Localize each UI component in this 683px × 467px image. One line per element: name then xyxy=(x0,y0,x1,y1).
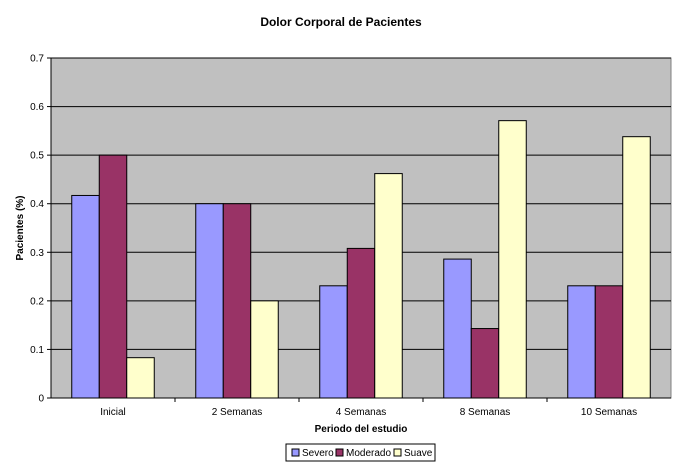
legend-label-suave: Suave xyxy=(404,448,433,459)
legend-swatch-moderado xyxy=(335,448,344,457)
x-tick-label: 10 Semanas xyxy=(581,407,637,418)
y-tick-label: 0.1 xyxy=(30,345,44,356)
legend-swatch-severo xyxy=(291,448,300,457)
y-tick-label: 0.6 xyxy=(30,102,44,113)
y-tick-label: 0.4 xyxy=(30,199,44,210)
x-axis-ticks: Inicial 2 Semanas 4 Semanas 8 Semanas 10 Sem… xyxy=(100,398,637,418)
x-tick-label: 8 Semanas xyxy=(460,407,511,418)
bars xyxy=(71,120,651,399)
y-tick-label: 0.7 xyxy=(30,54,44,65)
bar-suave-0 xyxy=(126,357,155,399)
bar-moderado-1 xyxy=(222,203,252,399)
bar-suave-3 xyxy=(498,120,527,399)
legend-swatch-suave xyxy=(393,448,402,457)
bar-moderado-2 xyxy=(346,247,376,399)
x-axis-label: Periodo del estudio xyxy=(315,424,408,435)
legend-label-moderado: Moderado xyxy=(346,448,391,459)
chart-title: Dolor Corporal de Pacientes xyxy=(260,15,422,29)
y-axis-ticks: 0 0.1 0.2 0.3 0.4 0.5 0.6 0.7 xyxy=(30,54,51,405)
bar-suave-1 xyxy=(250,300,279,399)
bar-suave-2 xyxy=(374,173,403,399)
y-tick-label: 0.2 xyxy=(30,296,44,307)
bar-moderado-4 xyxy=(594,285,624,399)
x-tick-label: 2 Semanas xyxy=(212,407,263,418)
bar-severo-4 xyxy=(567,285,596,399)
y-tick-label: 0 xyxy=(38,394,44,405)
legend-box xyxy=(285,443,436,462)
y-tick-label: 0.3 xyxy=(30,248,44,259)
bar-suave-4 xyxy=(622,136,651,399)
bar-severo-2 xyxy=(319,285,348,399)
x-tick-label: 4 Semanas xyxy=(336,407,387,418)
bar-moderado-3 xyxy=(470,328,500,399)
y-tick-label: 0.5 xyxy=(30,151,44,162)
bar-severo-0 xyxy=(71,194,100,399)
bar-severo-1 xyxy=(195,203,224,399)
bar-severo-3 xyxy=(443,258,472,399)
bar-moderado-0 xyxy=(98,154,128,399)
legend: Severo Moderado Suave xyxy=(285,443,436,462)
legend-label-severo: Severo xyxy=(302,448,334,459)
x-tick-label: Inicial xyxy=(100,407,126,418)
y-axis-label: Pacientes (%) xyxy=(15,195,26,260)
